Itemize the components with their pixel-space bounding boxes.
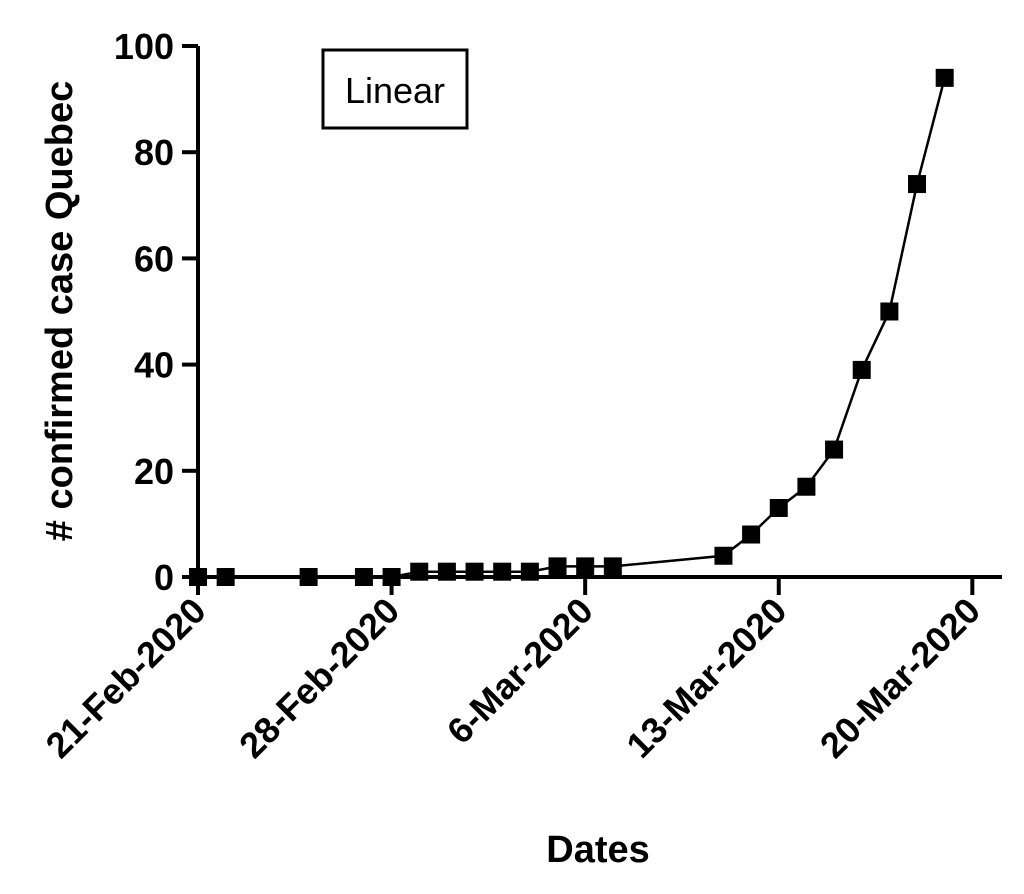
data-point [548, 557, 567, 576]
data-point [742, 525, 761, 544]
data-point [825, 440, 844, 459]
series-line [198, 77, 946, 579]
data-point [410, 562, 429, 581]
y-axis-title: # confirmed case Quebec [39, 81, 81, 541]
data-point [493, 562, 512, 581]
series-polyline [198, 77, 946, 579]
data-point [354, 568, 373, 586]
series-markers [189, 68, 954, 586]
y-tick-label: 100 [114, 26, 174, 67]
data-point [216, 568, 235, 586]
x-ticks: 21-Feb-2020 28-Feb-2020 6-Mar-2020 13-Mar-2… [38, 577, 988, 766]
legend-box: Linear [321, 48, 469, 130]
y-ticks: 0 20 40 60 80 100 [114, 26, 198, 598]
y-tick-label: 40 [134, 345, 174, 386]
data-point [935, 68, 954, 87]
data-point [437, 562, 456, 581]
data-point [769, 498, 788, 517]
data-point [299, 568, 318, 586]
annotation-label: Linear [345, 70, 445, 111]
data-point [880, 302, 899, 321]
data-point [520, 562, 539, 581]
y-tick-label: 20 [134, 451, 174, 492]
data-point [714, 546, 733, 565]
x-tick-label: 13-Mar-2020 [618, 590, 794, 766]
data-point [382, 568, 401, 586]
data-point [465, 562, 484, 581]
x-tick-label: 21-Feb-2020 [38, 590, 214, 766]
x-tick-label: 28-Feb-2020 [231, 590, 407, 766]
data-point [189, 568, 207, 586]
x-axis-title: Dates [546, 829, 650, 871]
data-point [603, 557, 622, 576]
y-tick-label: 0 [154, 557, 174, 598]
data-point [797, 477, 816, 496]
data-point [908, 175, 927, 194]
x-tick-label: 6-Mar-2020 [439, 590, 601, 752]
data-point [576, 557, 595, 576]
x-tick-label: 20-Mar-2020 [812, 590, 988, 766]
y-tick-label: 60 [134, 238, 174, 279]
data-point [852, 360, 871, 379]
y-tick-label: 80 [134, 132, 174, 173]
